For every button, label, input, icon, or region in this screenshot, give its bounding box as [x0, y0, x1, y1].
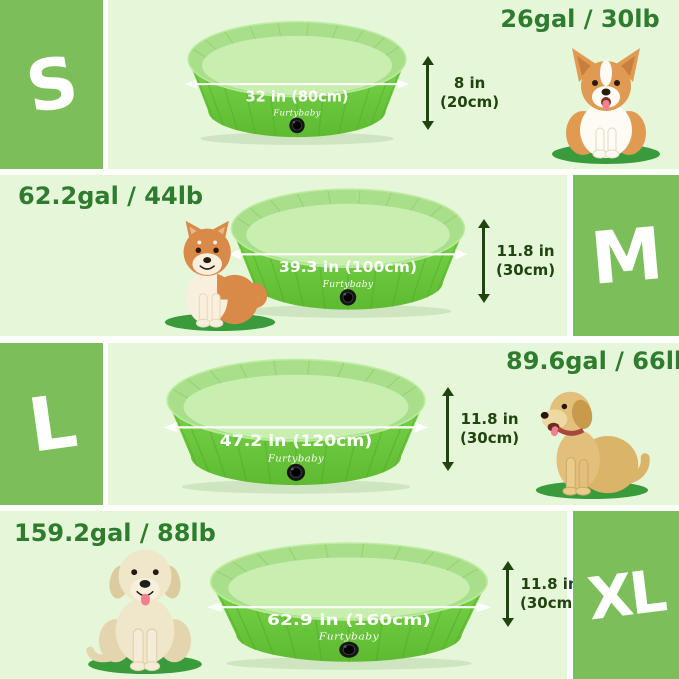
- size-l-block: L: [0, 343, 103, 505]
- size-xl-label: XL: [584, 556, 668, 634]
- capacity-label-l: 89.6gal / 66lb: [506, 347, 679, 375]
- pool-rim: [187, 21, 407, 98]
- height-inches: 11.8 in: [460, 409, 519, 428]
- labrador-illustration: [55, 531, 235, 676]
- pool-graphic: 62.9 in (160cm) Furtybaby: [206, 542, 492, 670]
- pool-wall: [231, 228, 465, 310]
- height-inches: 8 in: [453, 73, 486, 92]
- shiba-inu-illustration: [140, 205, 300, 333]
- size-m-panel: 62.2gal / 44lb 39.3 in (100cm) Furtybaby …: [0, 175, 567, 336]
- size-s-block: S: [0, 0, 103, 169]
- brand-watermark: Furtybaby: [272, 108, 320, 118]
- brand-watermark: Furtybaby: [322, 280, 374, 290]
- height-centimeters: (20cm): [440, 93, 500, 111]
- height-dimension-s: 8 in (20cm): [421, 56, 499, 130]
- brand-watermark: Furtybaby: [267, 454, 324, 465]
- pool-shadow: [200, 132, 394, 145]
- height-dimension-text: 11.8 in (30cm): [520, 575, 579, 614]
- height-dimension-xl: 11.8 in (30cm): [501, 561, 579, 627]
- pool-wall: [167, 400, 425, 486]
- height-dimension-text: 11.8 in (30cm): [496, 242, 555, 281]
- pool-width-label: 39.3 in (100cm): [279, 258, 417, 276]
- height-dimension-m: 11.8 in (30cm): [477, 219, 555, 303]
- size-m-block: M: [573, 175, 679, 336]
- pool-graphic: 47.2 in (120cm) Furtybaby: [163, 358, 429, 494]
- pool-width-label: 47.2 in (120cm): [220, 432, 372, 450]
- capacity-label-m: 62.2gal / 44lb: [18, 182, 204, 210]
- pool-width-label: 62.9 in (160cm): [267, 610, 431, 628]
- brand-watermark: Furtybaby: [318, 632, 379, 642]
- pool-shadow: [226, 656, 472, 670]
- height-inches: 11.8 in: [496, 241, 555, 260]
- height-dimension-text: 8 in (20cm): [440, 74, 499, 113]
- size-l-label: L: [23, 378, 80, 470]
- pool-wall: [188, 59, 406, 138]
- height-arrow-icon: [501, 561, 514, 627]
- corgi-illustration: [546, 34, 666, 166]
- pool-graphic: 39.3 in (100cm) Furtybaby: [228, 188, 468, 318]
- size-row-xl: 159.2gal / 88lb 62.9 in (160cm) Furtybaby…: [0, 511, 679, 679]
- size-row-m: 62.2gal / 44lb 39.3 in (100cm) Furtybaby …: [0, 175, 679, 336]
- size-row-s: S 26gal / 30lb 32 in (80cm) Furtybaby 8 i…: [0, 0, 679, 169]
- height-arrow-icon: [477, 219, 490, 303]
- size-s-panel: 26gal / 30lb 32 in (80cm) Furtybaby 8 in …: [108, 0, 679, 169]
- height-arrow-icon: [441, 387, 454, 471]
- height-dimension-text: 11.8 in (30cm): [460, 410, 519, 449]
- pool-rim: [230, 188, 466, 269]
- capacity-label-xl: 159.2gal / 88lb: [14, 519, 216, 547]
- height-inches: 11.8 in: [520, 574, 579, 593]
- size-xl-panel: 159.2gal / 88lb 62.9 in (160cm) Furtybaby…: [0, 511, 579, 679]
- pool-rim: [166, 358, 426, 442]
- pool-wall: [210, 581, 488, 662]
- size-l-panel: 89.6gal / 66lb 47.2 in (120cm) Furtybaby …: [108, 343, 679, 505]
- pool-illustration-m: 39.3 in (100cm) Furtybaby: [225, 181, 471, 321]
- size-xl-block: XL: [573, 511, 679, 679]
- pool-width-label: 32 in (80cm): [245, 88, 348, 105]
- golden-retriever-illustration: [520, 373, 658, 501]
- pool-shadow: [181, 480, 411, 494]
- size-row-l: L 89.6gal / 66lb 47.2 in (120cm) Furtybab…: [0, 343, 679, 505]
- pool-illustration-s: 32 in (80cm) Furtybaby: [182, 14, 412, 148]
- capacity-label-s: 26gal / 30lb: [500, 5, 660, 33]
- pool-illustration-l: 47.2 in (120cm) Furtybaby: [160, 351, 432, 497]
- pool-illustration-xl: 62.9 in (160cm) Furtybaby: [203, 535, 495, 673]
- height-dimension-l: 11.8 in (30cm): [441, 387, 519, 471]
- size-s-label: S: [20, 39, 83, 130]
- height-arrow-icon: [421, 56, 434, 130]
- pool-rim: [209, 542, 489, 621]
- height-centimeters: (30cm): [520, 594, 580, 612]
- pool-graphic: 32 in (80cm) Furtybaby: [185, 21, 409, 145]
- height-centimeters: (30cm): [496, 261, 556, 279]
- height-centimeters: (30cm): [460, 429, 520, 447]
- pool-shadow: [244, 304, 452, 318]
- size-m-label: M: [587, 210, 665, 301]
